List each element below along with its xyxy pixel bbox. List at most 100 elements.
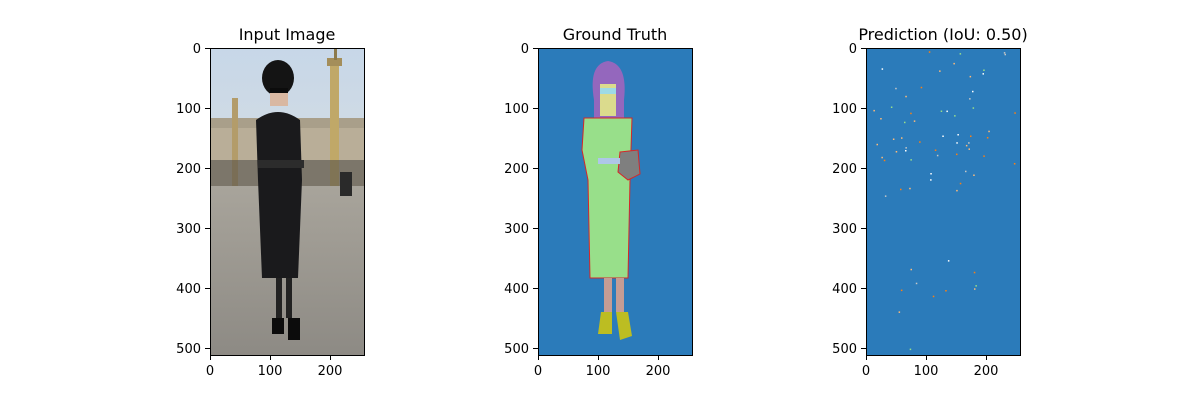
y-tick-label: 500	[504, 342, 529, 357]
prediction-speck	[956, 142, 958, 144]
y-tick-label: 400	[504, 282, 529, 297]
prediction-speck	[1004, 53, 1006, 56]
prediction-speck	[884, 195, 887, 197]
x-tick-label: 0	[862, 364, 870, 379]
prediction-speck	[1013, 163, 1016, 165]
prediction-speck	[988, 130, 990, 133]
prediction-speck	[968, 148, 970, 150]
prediction-speck	[895, 87, 897, 90]
x-axis: 0 100 200	[534, 355, 671, 379]
x-tick-label: 200	[318, 364, 343, 379]
y-tick-label: 300	[504, 222, 529, 237]
prediction-speck	[953, 62, 955, 65]
axes-frame	[866, 48, 1021, 356]
prediction-speck	[900, 188, 902, 191]
prediction-speck	[898, 311, 901, 313]
prediction-speck	[973, 271, 976, 274]
panel-title: Input Image	[239, 25, 336, 44]
prediction-speck	[905, 147, 907, 149]
prediction-speck	[959, 53, 962, 55]
prediction-speck	[972, 107, 975, 109]
panel-input-image: Input Image	[176, 25, 365, 379]
prediction-speck	[920, 86, 923, 89]
prediction-speck	[942, 135, 944, 137]
y-tick-label: 500	[176, 342, 201, 357]
prediction-speck	[905, 95, 907, 98]
prediction-speck	[930, 173, 932, 175]
x-tick-label: 100	[914, 364, 939, 379]
prediction-speck	[959, 182, 962, 185]
panel-title: Ground Truth	[563, 25, 668, 44]
input-photo	[210, 48, 364, 356]
prediction-speck	[974, 288, 976, 290]
prediction-speck	[913, 120, 916, 122]
y-tick-label: 500	[832, 342, 857, 357]
prediction-speck	[983, 155, 985, 157]
prediction-speck	[1014, 112, 1016, 114]
prediction-speck	[900, 289, 903, 292]
prediction-speck	[947, 260, 950, 262]
prediction-speck	[880, 118, 882, 120]
x-axis: 0 100 200	[206, 355, 343, 379]
y-tick-label: 0	[193, 42, 201, 57]
prediction-speck	[909, 348, 912, 351]
prediction-speck	[910, 159, 912, 161]
prediction-speck	[972, 90, 974, 93]
y-tick-label: 100	[176, 102, 201, 117]
prediction-speck	[983, 69, 985, 71]
prediction-speck	[930, 179, 932, 181]
prediction-speck	[940, 110, 943, 112]
prediction-speck	[881, 156, 883, 159]
segmentation-mask	[538, 48, 692, 356]
panel-title: Prediction (IoU: 0.50)	[858, 25, 1027, 44]
x-tick-label: 0	[206, 364, 214, 379]
y-axis: 0 100 200 300 400 500	[832, 42, 867, 357]
prediction-speck	[910, 112, 912, 115]
prediction-speck	[969, 98, 971, 100]
prediction-speck	[956, 153, 958, 156]
prediction-speck	[975, 285, 977, 287]
panel-prediction: Prediction (IoU: 0.50) 0 100 200 0 100 2…	[832, 25, 1028, 379]
prediction-speck	[965, 170, 967, 173]
y-tick-label: 200	[832, 162, 857, 177]
y-tick-label: 400	[832, 282, 857, 297]
prediction-speck	[910, 268, 912, 271]
prediction-speck	[1003, 52, 1006, 54]
x-axis: 0 100 200	[862, 355, 999, 379]
y-tick-label: 300	[176, 222, 201, 237]
y-tick-label: 0	[849, 42, 857, 57]
y-tick-label: 0	[521, 42, 529, 57]
x-tick-label: 200	[646, 364, 671, 379]
prediction-speck	[904, 121, 906, 124]
prediction-speck	[936, 154, 939, 157]
x-tick-label: 100	[258, 364, 283, 379]
prediction-speck	[954, 115, 956, 117]
prediction-speck	[939, 70, 941, 72]
prediction-speck	[895, 151, 898, 153]
prediction-speck	[909, 187, 911, 190]
prediction-speck	[876, 143, 878, 146]
prediction-speck	[901, 137, 903, 139]
y-axis: 0 100 200 300 400 500	[176, 42, 211, 357]
prediction-speck	[986, 137, 989, 139]
prediction-mask	[866, 48, 1020, 356]
prediction-speck	[946, 110, 948, 113]
axes-frame	[210, 48, 365, 356]
y-tick-label: 300	[832, 222, 857, 237]
y-tick-label: 100	[832, 102, 857, 117]
prediction-speck	[965, 144, 968, 147]
x-tick-label: 100	[586, 364, 611, 379]
prediction-speck	[890, 106, 893, 108]
y-tick-label: 200	[504, 162, 529, 177]
prediction-speck	[932, 295, 935, 298]
y-tick-label: 400	[176, 282, 201, 297]
prediction-speck	[928, 51, 931, 53]
x-tick-label: 200	[974, 364, 999, 379]
prediction-speck	[934, 149, 937, 151]
prediction-speck	[919, 141, 921, 143]
x-tick-label: 0	[534, 364, 542, 379]
prediction-speck	[970, 135, 972, 137]
y-axis: 0 100 200 300 400 500	[504, 42, 539, 357]
prediction-speck	[969, 75, 972, 78]
